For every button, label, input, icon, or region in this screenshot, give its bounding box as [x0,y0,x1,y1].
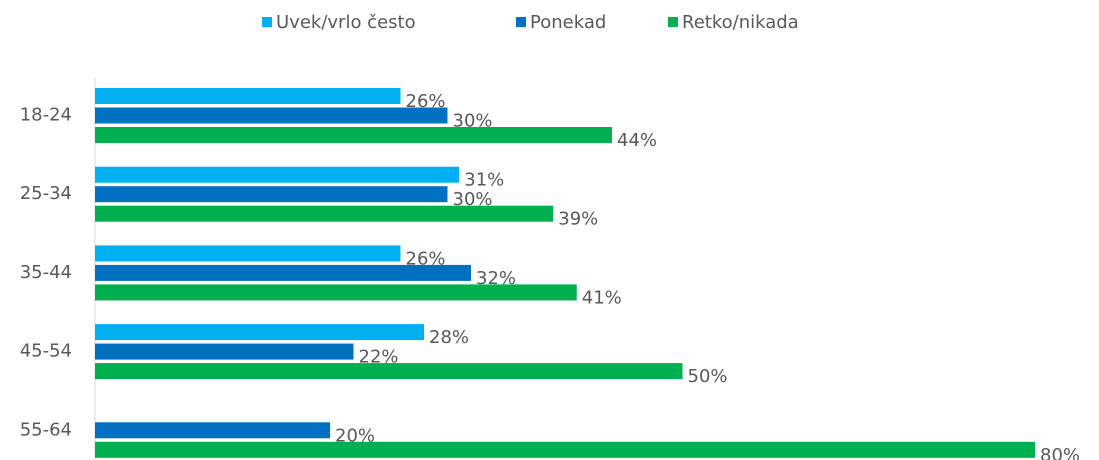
data-label: 30% [453,111,493,132]
bar [95,441,1035,458]
bar [95,284,577,301]
legend-label: Uvek/vrlo često [276,12,416,33]
data-label: 44% [617,130,657,151]
data-label: 22% [359,347,399,368]
y-tick-label: 18-24 [20,105,72,126]
data-label: 39% [558,209,598,230]
bar [95,166,460,183]
bar [95,127,612,143]
legend-label: Retko/nikada [682,12,799,33]
data-label: 50% [688,366,728,387]
y-tick-label: 35-44 [20,262,72,283]
legend-label: Ponekad [530,12,606,33]
data-label: 28% [429,327,469,348]
bar [95,205,554,222]
bar [95,88,401,104]
data-label: 31% [464,170,504,191]
data-label: 20% [335,425,375,446]
y-tick-label: 45-54 [20,341,72,362]
y-tick-label: 25-34 [20,183,72,204]
bar [95,186,448,203]
bar [95,245,401,262]
data-label: 80% [1040,445,1080,460]
y-tick-label: 55-64 [20,419,72,440]
bar [95,107,448,124]
bar [95,264,471,281]
bar [95,363,683,380]
bar [95,343,354,360]
data-label: 41% [582,287,622,308]
legend-swatch [516,17,526,27]
data-label: 32% [476,268,516,289]
data-label: 26% [406,248,446,269]
bar [95,324,424,341]
data-label: 26% [406,91,446,112]
data-label: 30% [453,189,493,210]
legend-swatch [668,17,678,27]
legend-swatch [262,17,272,27]
bar [95,422,330,439]
